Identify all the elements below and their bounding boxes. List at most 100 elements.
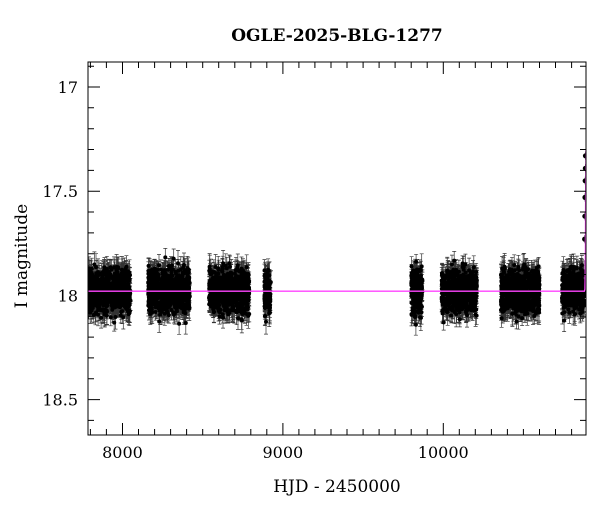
data-point (518, 274, 523, 279)
data-point (462, 274, 467, 279)
data-point (208, 293, 213, 298)
data-point (504, 280, 509, 285)
data-point (508, 294, 513, 299)
data-point (172, 280, 177, 285)
data-point (227, 302, 232, 307)
event-point (582, 236, 586, 242)
data-point (246, 275, 250, 280)
data-point (418, 302, 423, 307)
data-point (216, 276, 221, 281)
data-point (118, 278, 123, 283)
data-point (181, 310, 186, 315)
data-point (267, 281, 272, 286)
data-point (537, 300, 541, 305)
data-point (411, 268, 416, 273)
data-point (159, 309, 164, 314)
data-point (177, 292, 182, 297)
data-point (464, 298, 469, 303)
data-point (233, 291, 237, 296)
data-point (532, 279, 537, 284)
data-point (211, 283, 216, 288)
data-point (440, 297, 445, 302)
data-point (240, 296, 245, 301)
data-point (569, 287, 574, 292)
data-point (503, 284, 508, 289)
data-point (185, 299, 190, 304)
data-point (501, 280, 506, 284)
data-point (455, 303, 460, 307)
data-point (233, 281, 237, 286)
data-point (499, 290, 504, 295)
x-tick-label: 9000 (263, 443, 304, 462)
data-point (525, 281, 530, 286)
data-point (160, 279, 165, 284)
data-point (223, 306, 228, 311)
data-point (217, 295, 222, 300)
data-point (534, 275, 539, 280)
data-point (526, 267, 531, 272)
data-point (108, 272, 113, 277)
data-point (412, 310, 417, 315)
data-point (414, 259, 419, 264)
data-point (99, 277, 104, 282)
data-point (465, 280, 470, 285)
data-point (474, 307, 479, 312)
data-point (118, 313, 123, 318)
data-point (419, 264, 424, 269)
data-point (525, 311, 530, 316)
y-tick-label: 17.5 (42, 182, 78, 201)
data-point (187, 302, 191, 307)
data-point (456, 278, 461, 283)
data-point (534, 266, 539, 270)
data-point (171, 297, 176, 302)
data-point (450, 281, 455, 286)
data-point (411, 277, 415, 282)
data-point (441, 285, 446, 290)
data-point (580, 306, 585, 311)
data-point (450, 295, 455, 300)
data-point (457, 317, 462, 322)
data-point (499, 301, 504, 306)
data-point (506, 285, 511, 289)
data-point (569, 294, 574, 299)
chart-title: OGLE-2025-BLG-1277 (231, 26, 443, 46)
data-point (448, 271, 453, 275)
data-point (90, 286, 95, 291)
data-point (239, 280, 244, 284)
data-point (183, 321, 188, 325)
event-point (582, 153, 586, 159)
data-point (512, 284, 516, 289)
data-point (221, 315, 225, 320)
data-point (240, 290, 245, 295)
data-point (119, 296, 123, 301)
data-point (113, 315, 118, 319)
data-point (237, 303, 242, 308)
data-point (499, 316, 504, 321)
data-point (445, 302, 449, 307)
data-point (468, 287, 473, 292)
data-point (186, 285, 191, 290)
data-point (163, 255, 168, 260)
data-point (177, 300, 182, 305)
data-point (232, 300, 237, 305)
data-point (409, 281, 414, 285)
data-point (236, 316, 240, 321)
data-point (153, 310, 158, 314)
data-point (516, 281, 521, 285)
data-point (112, 320, 117, 325)
data-point (88, 300, 92, 305)
data-point (108, 315, 113, 320)
data-point (452, 258, 457, 263)
data-point (225, 309, 230, 314)
data-point (466, 274, 471, 278)
data-point (212, 310, 216, 315)
data-point (186, 270, 191, 275)
data-point (471, 265, 476, 270)
data-point (229, 292, 234, 297)
data-point (447, 275, 452, 280)
data-point (187, 306, 192, 311)
data-point (182, 305, 187, 310)
data-point (469, 284, 474, 288)
data-point (94, 275, 99, 279)
data-point (263, 276, 268, 281)
